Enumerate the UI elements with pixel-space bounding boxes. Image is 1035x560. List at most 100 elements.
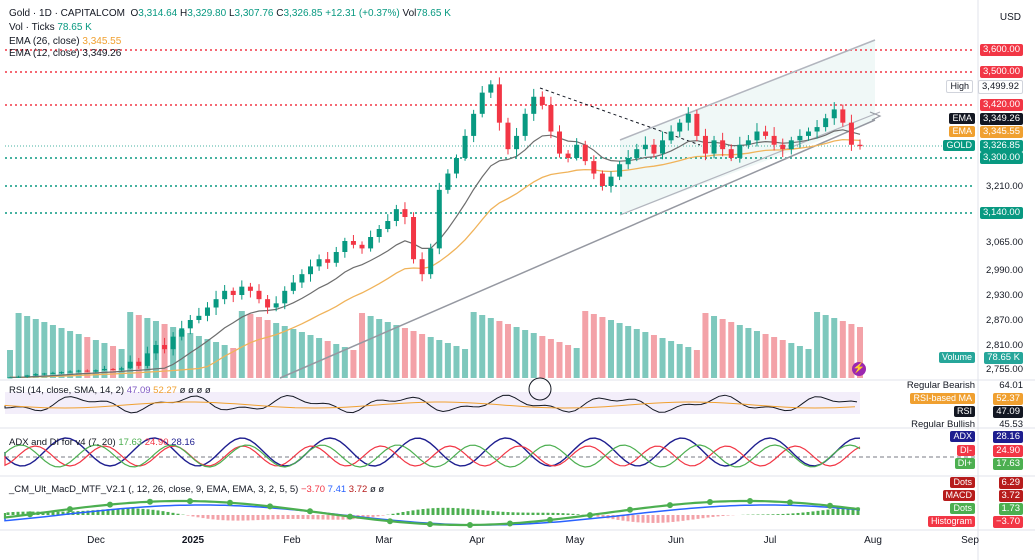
histogram-bar [331, 515, 335, 520]
candle-body [179, 328, 185, 337]
histogram-bar [51, 511, 55, 515]
histogram-bar [116, 508, 120, 515]
histogram-bar [666, 515, 670, 523]
histogram-bar [541, 512, 545, 515]
histogram-bar [126, 508, 130, 515]
volume-bar [650, 335, 657, 378]
histogram-bar [441, 507, 445, 515]
rsi-line [4, 394, 858, 414]
candle-body [127, 361, 133, 369]
dashed-trendline [539, 87, 701, 146]
histogram-bar [166, 511, 170, 515]
candle-body [831, 109, 837, 119]
histogram-bar [821, 510, 825, 515]
ema26-legend[interactable]: EMA (26, close) 3,345.55 [9, 36, 122, 47]
histogram-bar [281, 515, 285, 520]
volume-bar [753, 331, 760, 378]
candle-body [548, 105, 554, 132]
histogram-bar [401, 511, 405, 515]
candle-body [539, 96, 545, 105]
histogram-bar [216, 515, 220, 520]
gold-tag: GOLD [943, 140, 975, 151]
volume-bar [573, 348, 580, 378]
volume-bar [341, 347, 348, 378]
histogram-bar [481, 510, 485, 515]
candle-body [299, 274, 305, 283]
histogram-bar [381, 515, 385, 516]
histogram-bar [111, 508, 115, 515]
candle-body [342, 241, 348, 252]
histogram-bar [856, 507, 860, 515]
histogram-bar [811, 511, 815, 515]
tick-2755: 2,755.00 [986, 364, 1023, 375]
vol-ticks-legend[interactable]: Vol · Ticks 78.65 K [9, 22, 92, 33]
volume-bar [118, 349, 125, 378]
volume-bar [204, 339, 211, 378]
candle-body [316, 259, 322, 267]
ema26-axis-label: 3,345.55 [980, 126, 1023, 138]
rsi-legend[interactable]: RSI (14, close, SMA, 14, 2) 47.09 52.27 … [9, 385, 211, 396]
ema12-legend[interactable]: EMA (12, close) 3,349.26 [9, 48, 122, 59]
regular-bearish-value: 64.01 [999, 380, 1023, 391]
symbol-title[interactable]: Gold · 1D · CAPITALCOM [9, 8, 125, 19]
histogram-bar [641, 515, 645, 523]
level-3500-label: 3,500.00 [980, 66, 1023, 78]
macd-dot [187, 498, 193, 505]
volume-bar [857, 327, 863, 378]
volume-bar [273, 323, 280, 378]
di-minus-tag: DI- [957, 445, 975, 456]
x-tick-feb: Feb [283, 535, 301, 546]
candle-body [737, 144, 743, 158]
macd-legend[interactable]: _CM_Ult_MacD_MTF_V2.1 (, 12, 26, close, … [9, 484, 385, 495]
histogram-bar [121, 508, 125, 515]
volume-bar [608, 320, 615, 378]
histogram-bar [676, 515, 680, 522]
volume-bar [633, 329, 640, 378]
histogram-bar [56, 511, 60, 515]
volume-bar [522, 330, 529, 378]
histogram-bar [661, 515, 665, 523]
candle-body [136, 361, 142, 366]
histogram-bar [566, 513, 570, 515]
histogram-bar [531, 512, 535, 515]
histogram-bar [546, 512, 550, 515]
volume-bar [350, 350, 357, 378]
volume-bar [247, 314, 254, 378]
histogram-bar [621, 515, 625, 521]
ema26-line [9, 138, 861, 379]
histogram-bar [86, 510, 90, 515]
histogram-bar [726, 515, 730, 516]
currency-label[interactable]: USD [999, 12, 1021, 23]
volume-bar [195, 336, 202, 378]
histogram-bar [761, 514, 765, 515]
volume-bar [745, 328, 752, 378]
adx-legend[interactable]: ADX and DI for v4 (7, 20) 17.63 24.90 28… [9, 437, 195, 448]
macd-dot [387, 518, 393, 525]
volume-bar [556, 342, 563, 378]
histogram-bar [501, 511, 505, 515]
candle-body [359, 244, 365, 249]
high-value: 3,329.80 [187, 8, 227, 19]
ema-tag-1: EMA [949, 113, 975, 124]
histogram-bar [426, 508, 430, 515]
lightning-icon[interactable]: ⚡ [852, 362, 866, 376]
channel-fill [620, 40, 875, 215]
candle-body [591, 161, 597, 174]
histogram-bar [341, 515, 345, 520]
histogram-bar [706, 515, 710, 518]
x-tick-jun: Jun [667, 535, 685, 546]
volume-bar [565, 345, 572, 378]
histogram-bar [91, 510, 95, 515]
candle-body [556, 131, 562, 154]
macd-dot [227, 499, 233, 506]
candle-body [273, 303, 279, 308]
histogram-bar [771, 514, 775, 515]
histogram-bar [206, 515, 210, 519]
histogram-bar [556, 512, 560, 515]
volume-bar [771, 337, 778, 378]
high-tag: High [946, 80, 973, 93]
histogram-bar [456, 508, 460, 515]
x-tick-may: May [565, 535, 585, 546]
candle-body [76, 370, 82, 372]
